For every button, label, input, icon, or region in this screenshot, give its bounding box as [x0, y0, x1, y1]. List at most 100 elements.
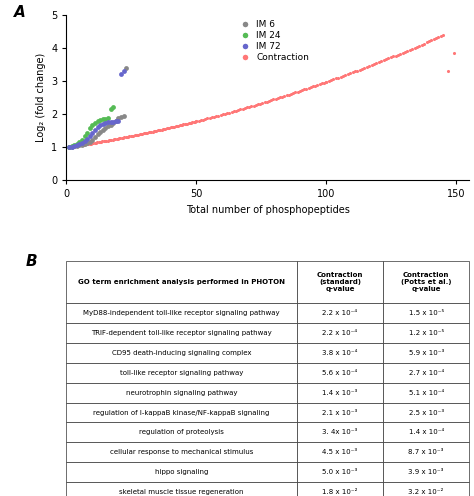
Point [128, 132, 136, 140]
Point [147, 128, 155, 136]
Point [274, 94, 282, 102]
Point [65, 143, 73, 151]
Point [87, 139, 95, 147]
Point [246, 103, 253, 111]
Point [177, 121, 185, 129]
Point [78, 141, 86, 149]
Point [392, 52, 399, 60]
Point [322, 78, 330, 86]
Point [314, 81, 321, 89]
Point [199, 116, 207, 124]
Point [349, 68, 356, 76]
Point [82, 140, 90, 148]
Point [109, 104, 117, 112]
Point [322, 78, 330, 86]
Point [171, 123, 178, 130]
Point [230, 107, 237, 115]
Point [127, 132, 135, 140]
Point [142, 129, 150, 137]
Point [430, 35, 438, 43]
Point [375, 58, 383, 66]
Point [99, 137, 106, 145]
Point [416, 42, 423, 50]
Point [96, 138, 104, 146]
Point [337, 73, 345, 81]
Point [178, 121, 186, 129]
Point [185, 119, 192, 127]
Point [120, 67, 128, 75]
Point [101, 115, 109, 123]
Point [263, 98, 271, 106]
X-axis label: Total number of phosphopeptides: Total number of phosphopeptides [186, 205, 350, 215]
Point [389, 53, 397, 61]
Point [126, 132, 133, 140]
Point [112, 117, 119, 125]
Point [86, 138, 93, 146]
Point [189, 118, 196, 126]
Point [428, 36, 435, 44]
Text: B: B [26, 254, 38, 269]
Point [243, 104, 251, 112]
Point [208, 113, 216, 121]
Point [339, 72, 347, 80]
Point [78, 136, 86, 144]
Point [370, 60, 378, 68]
Point [261, 98, 268, 106]
Point [107, 121, 114, 128]
Point [365, 62, 373, 70]
Point [129, 131, 137, 139]
Point [320, 79, 328, 87]
Point [228, 108, 236, 116]
Point [215, 112, 222, 120]
Point [150, 127, 158, 135]
Point [78, 139, 86, 147]
Point [298, 86, 306, 94]
Point [99, 115, 107, 123]
Point [329, 75, 337, 83]
Point [81, 140, 88, 148]
Point [94, 117, 101, 125]
Point [290, 89, 297, 97]
Point [183, 120, 191, 127]
Point [99, 126, 107, 134]
Point [310, 82, 317, 90]
Point [65, 143, 73, 151]
Point [325, 77, 332, 85]
Point [66, 143, 74, 151]
Point [109, 119, 117, 127]
Point [94, 130, 101, 138]
Point [112, 117, 119, 124]
Point [384, 55, 392, 62]
Point [83, 135, 91, 143]
Point [432, 34, 440, 42]
Point [104, 118, 112, 126]
Point [206, 114, 213, 122]
Point [101, 119, 109, 127]
Point [373, 59, 380, 67]
Point [342, 71, 349, 79]
Point [117, 70, 125, 78]
Point [335, 73, 342, 81]
Point [141, 129, 149, 137]
Point [160, 125, 168, 133]
Point [168, 123, 176, 131]
Point [164, 124, 172, 132]
Point [72, 142, 79, 150]
Point [192, 117, 200, 125]
Point [301, 85, 308, 93]
Point [122, 133, 129, 141]
Point [368, 61, 375, 69]
Point [399, 49, 407, 57]
Point [409, 45, 416, 53]
Point [68, 143, 75, 151]
Point [437, 32, 445, 40]
Point [413, 43, 421, 51]
Point [124, 132, 132, 140]
Point [187, 119, 195, 126]
Point [332, 74, 340, 82]
Point [122, 64, 130, 72]
Point [73, 142, 81, 150]
Point [135, 130, 142, 138]
Point [96, 116, 104, 124]
Point [223, 109, 231, 117]
